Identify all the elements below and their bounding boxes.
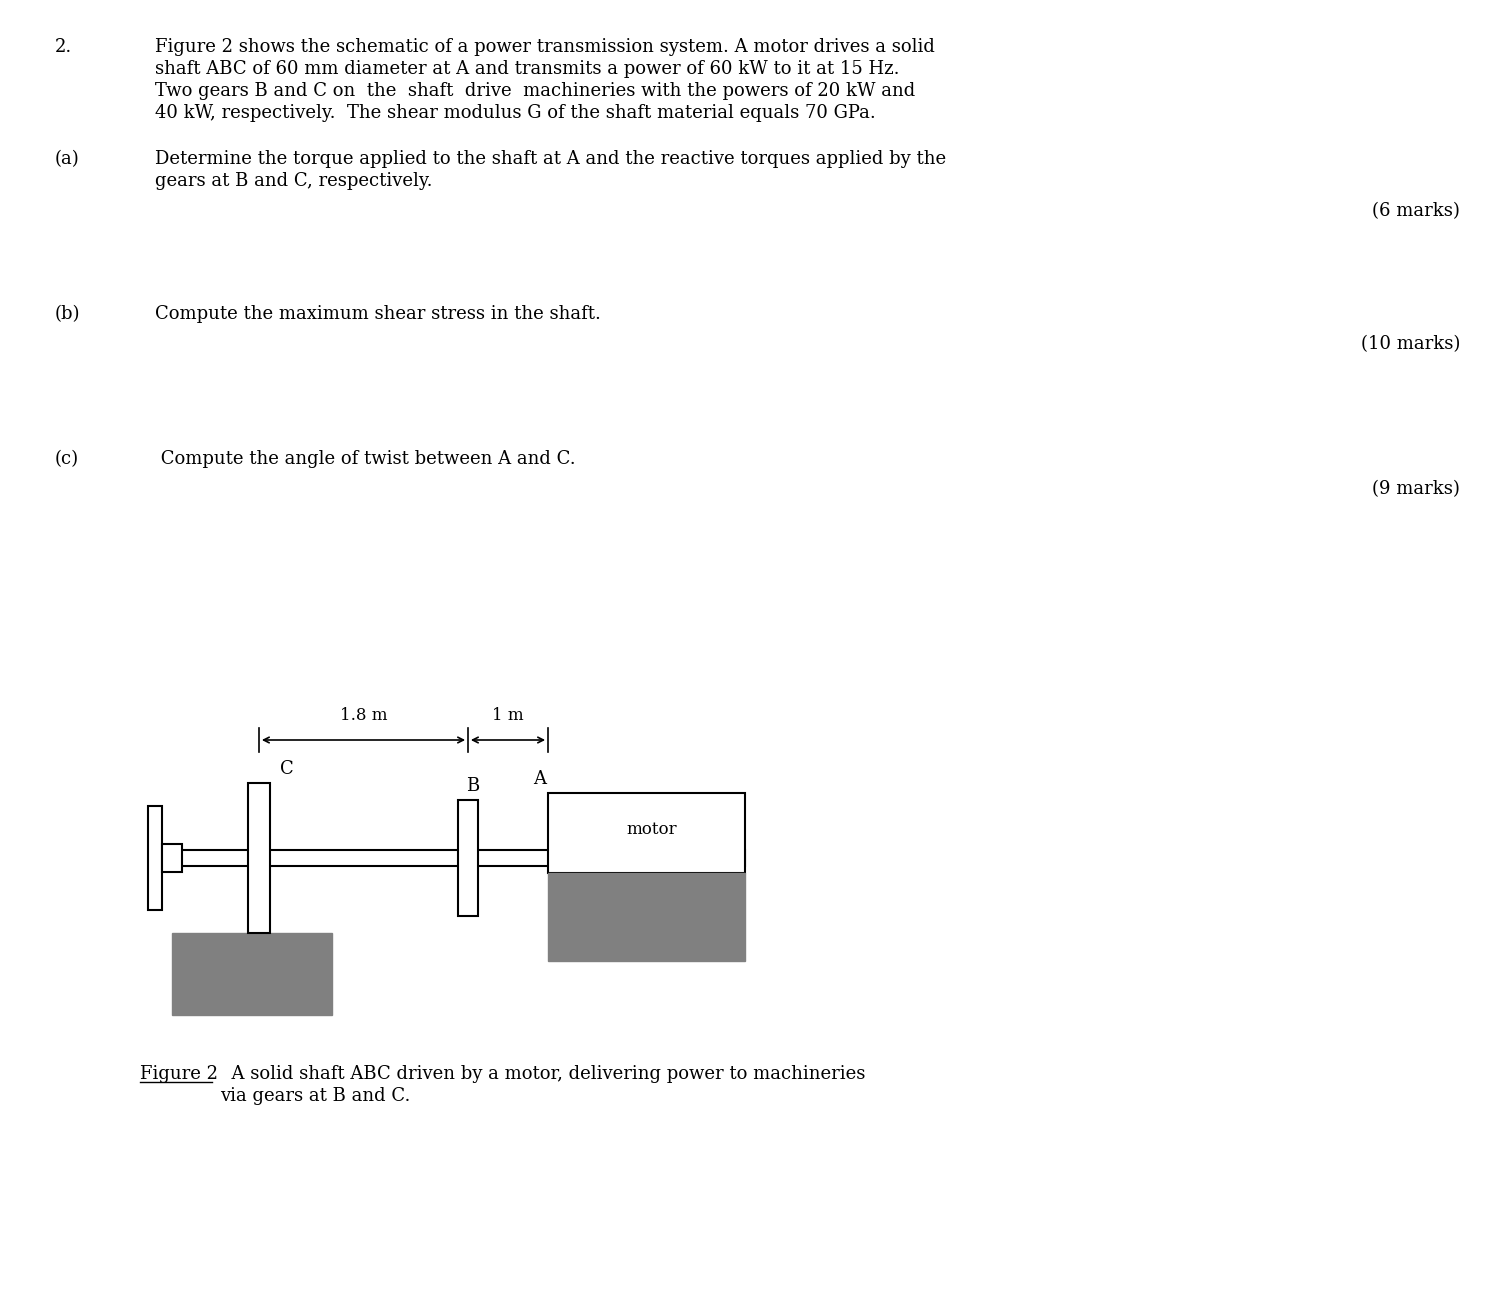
Text: C: C: [280, 760, 294, 777]
Text: via gears at B and C.: via gears at B and C.: [220, 1087, 410, 1105]
Bar: [548, 874, 745, 961]
Text: Figure 2 shows the schematic of a power transmission system. A motor drives a so: Figure 2 shows the schematic of a power …: [155, 38, 935, 56]
Text: Two gears B and C on  the  shaft  drive  machineries with the powers of 20 kW an: Two gears B and C on the shaft drive mac…: [155, 82, 916, 100]
Text: (10 marks): (10 marks): [1360, 335, 1459, 354]
Text: 1.8 m: 1.8 m: [340, 707, 387, 724]
Text: Compute the maximum shear stress in the shaft.: Compute the maximum shear stress in the …: [155, 306, 601, 322]
Text: A: A: [533, 770, 547, 788]
Bar: [148, 806, 163, 910]
Text: shaft ABC of 60 mm diameter at A and transmits a power of 60 kW to it at 15 Hz.: shaft ABC of 60 mm diameter at A and tra…: [155, 60, 899, 78]
Text: Compute the angle of twist between A and C.: Compute the angle of twist between A and…: [155, 450, 575, 468]
Text: A solid shaft ABC driven by a motor, delivering power to machineries: A solid shaft ABC driven by a motor, del…: [220, 1065, 866, 1083]
Text: 40 kW, respectively.  The shear modulus G of the shaft material equals 70 GPa.: 40 kW, respectively. The shear modulus G…: [155, 104, 876, 122]
Text: B: B: [467, 777, 479, 796]
Text: 1 m: 1 m: [492, 707, 524, 724]
Text: (b): (b): [56, 306, 80, 322]
Bar: [548, 793, 745, 874]
Text: (9 marks): (9 marks): [1372, 480, 1459, 498]
Text: (a): (a): [56, 150, 80, 168]
Text: (6 marks): (6 marks): [1372, 202, 1459, 220]
Bar: [169, 850, 745, 866]
Text: gears at B and C, respectively.: gears at B and C, respectively.: [155, 172, 432, 190]
Text: Figure 2: Figure 2: [140, 1065, 218, 1083]
Text: 2.: 2.: [56, 38, 72, 56]
Bar: [163, 844, 182, 872]
Bar: [172, 933, 331, 1015]
Text: Determine the torque applied to the shaft at A and the reactive torques applied : Determine the torque applied to the shaf…: [155, 150, 946, 168]
Bar: [248, 783, 270, 933]
Text: (c): (c): [56, 450, 80, 468]
Text: motor: motor: [626, 822, 676, 838]
Bar: [458, 800, 477, 916]
